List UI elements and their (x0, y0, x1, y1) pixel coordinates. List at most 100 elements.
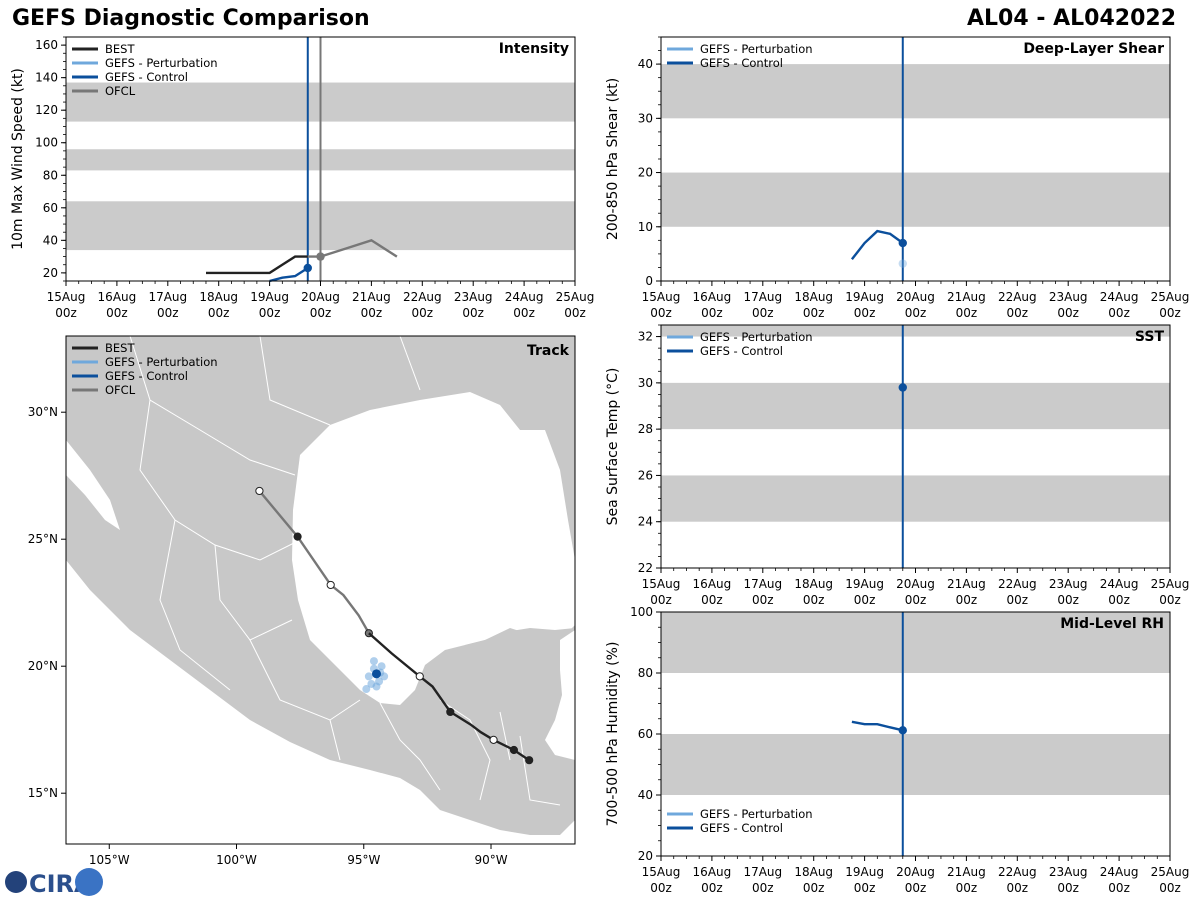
shear-legend-label: GEFS - Control (700, 56, 783, 70)
rh-xtick-sublabel: 00z (701, 881, 723, 895)
shear-title: Deep-Layer Shear (1023, 41, 1164, 57)
shear-xtick-sublabel: 00z (1108, 306, 1130, 320)
track-best-marker (489, 735, 498, 744)
intensity-xtick-sublabel: 00z (361, 306, 383, 320)
shear-xtick-label: 16Aug (693, 290, 732, 304)
rh-xtick-label: 19Aug (845, 865, 884, 879)
sst-band (661, 475, 1170, 522)
intensity-panel: 20 40 60 80 100 120 140 160 15Aug 00z 16Aug 00z 17Au… (10, 36, 595, 320)
track-legend-label: BEST (105, 341, 135, 355)
sst-ylabel: Sea Surface Temp (°C) (605, 368, 621, 526)
intensity-frame (65, 36, 576, 282)
intensity-xtick-sublabel: 00z (208, 306, 230, 320)
intensity-xtick-sublabel: 00z (462, 306, 484, 320)
intensity-xtick-label: 17Aug (148, 290, 187, 304)
shear-marker-perturbation (898, 259, 907, 268)
sst-xtick-label: 17Aug (743, 577, 782, 591)
sst-xtick-label: 24Aug (1100, 577, 1139, 591)
shear-xtick-sublabel: 00z (956, 306, 978, 320)
sst-ytick-label: 32 (638, 330, 653, 344)
intensity-legend-label: GEFS - Control (105, 70, 188, 84)
intensity-xtick-label: 16Aug (98, 290, 137, 304)
rh-xtick-label: 21Aug (947, 865, 986, 879)
intensity-ytick-label: 140 (35, 71, 58, 85)
intensity-xtick-label: 20Aug (301, 290, 340, 304)
sst-xtick-label: 18Aug (794, 577, 833, 591)
shear-xtick-sublabel: 00z (1007, 306, 1029, 320)
shear-xtick-label: 17Aug (743, 290, 782, 304)
rh-legend-label: GEFS - Control (700, 821, 783, 835)
rh-xtick-sublabel: 00z (1057, 881, 1079, 895)
track-best-marker (446, 707, 455, 717)
rh-band (661, 734, 1170, 795)
shear-xtick-sublabel: 00z (752, 306, 774, 320)
rh-xtick-sublabel: 00z (1159, 881, 1181, 895)
sst-xtick-label: 16Aug (693, 577, 732, 591)
rh-xtick-sublabel: 00z (854, 881, 876, 895)
intensity-ytick-label: 40 (43, 233, 58, 247)
track-xtick-label: 100°W (216, 853, 257, 867)
sst-xtick-sublabel: 00z (752, 593, 774, 607)
shear-xtick-label: 20Aug (896, 290, 935, 304)
track-title: Track (527, 343, 570, 359)
track-perturbation-point (377, 662, 386, 671)
sst-band (661, 382, 1170, 430)
track-ofcl-line (258, 490, 370, 634)
intensity-series-best (206, 255, 308, 275)
sst-xtick-sublabel: 00z (803, 593, 825, 607)
shear-ytick-label: 10 (638, 220, 653, 234)
sst-xtick-sublabel: 00z (1057, 593, 1079, 607)
rh-xtick-label: 24Aug (1100, 865, 1139, 879)
sst-frame (660, 324, 1171, 569)
track-legend-label: GEFS - Control (105, 369, 188, 383)
rh-xtick-label: 18Aug (794, 865, 833, 879)
rh-xtick-label: 23Aug (1049, 865, 1088, 879)
rh-xtick-sublabel: 00z (1007, 881, 1029, 895)
track-perturbation-point (362, 685, 371, 694)
track-ytick-label: 20°N (28, 659, 58, 673)
intensity-title: Intensity (499, 41, 569, 57)
track-best-marker (525, 756, 534, 765)
sst-xtick-sublabel: 00z (1007, 593, 1029, 607)
track-legend-label: OFCL (105, 383, 136, 397)
intensity-ytick-label: 100 (35, 136, 58, 150)
shear-xtick-label: 24Aug (1100, 290, 1139, 304)
sst-xtick-sublabel: 00z (650, 593, 672, 607)
shear-panel: 0 10 20 30 40 15Aug 00z 16Aug 00z 17Aug 00z 18Aug 00… (605, 36, 1189, 320)
track-best-line (368, 632, 530, 762)
sst-xtick-label: 19Aug (845, 577, 884, 591)
intensity-xtick-label: 21Aug (352, 290, 391, 304)
shear-band (661, 64, 1170, 119)
gulf-of-mexico (292, 392, 575, 705)
track-perturbation-point (369, 657, 378, 666)
shear-xtick-label: 21Aug (947, 290, 986, 304)
rh-ytick-label: 20 (638, 849, 653, 863)
intensity-xtick-sublabel: 00z (412, 306, 434, 320)
rh-ytick-label: 40 (638, 788, 653, 802)
track-ofcl-marker (293, 532, 302, 541)
sst-xtick-label: 25Aug (1151, 577, 1190, 591)
intensity-xtick-sublabel: 00z (513, 306, 535, 320)
track-best-marker (509, 745, 519, 755)
rh-xtick-sublabel: 00z (1108, 881, 1130, 895)
shear-series-control (850, 229, 904, 261)
intensity-xtick-label: 23Aug (454, 290, 493, 304)
intensity-xtick-label: 25Aug (556, 290, 595, 304)
sst-xtick-sublabel: 00z (1159, 593, 1181, 607)
shear-xtick-sublabel: 00z (854, 306, 876, 320)
sst-xtick-label: 15Aug (642, 577, 681, 591)
shear-frame (660, 36, 1171, 282)
intensity-xtick-label: 19Aug (250, 290, 289, 304)
sst-ytick-label: 22 (638, 561, 653, 575)
rh-xtick-label: 17Aug (743, 865, 782, 879)
sst-xtick-sublabel: 00z (701, 593, 723, 607)
track-panel: 105°W 100°W 95°W 90°W 15°N 20°N 25°N 30°N Track B… (28, 335, 576, 867)
rh-band (661, 612, 1170, 673)
track-xtick-label: 105°W (89, 853, 130, 867)
intensity-xtick-label: 15Aug (47, 290, 86, 304)
track-perturbation-point (364, 672, 373, 681)
rh-xtick-label: 25Aug (1151, 865, 1190, 879)
shear-xtick-label: 22Aug (998, 290, 1037, 304)
intensity-xtick-sublabel: 00z (55, 306, 77, 320)
